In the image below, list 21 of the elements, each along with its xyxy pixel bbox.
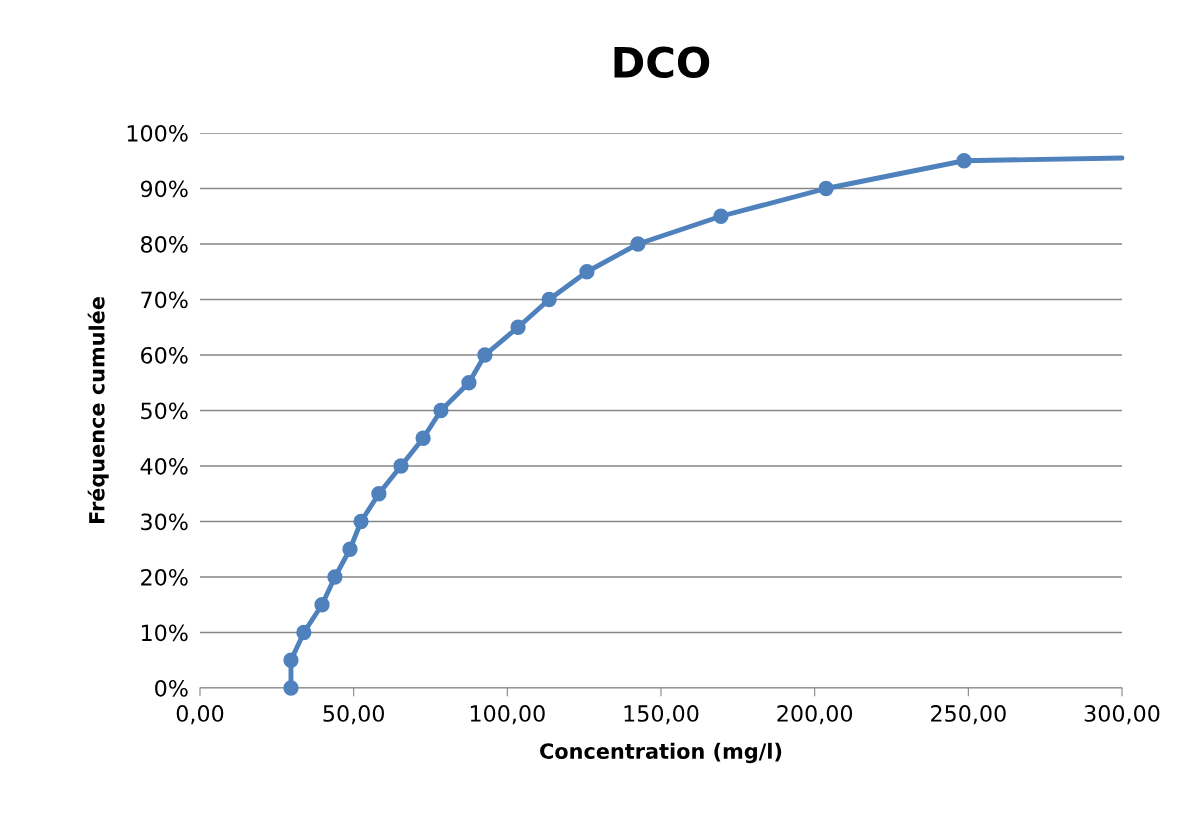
x-tick-label: 250,00 [931,705,1006,725]
x-tick-label: 150,00 [624,705,699,725]
y-tick-label: 20% [141,568,188,586]
x-tick-label: 200,00 [777,705,853,725]
y-tick-label: 30% [141,513,188,531]
y-tick-label: 100% [127,124,188,142]
x-tick-label: 50,00 [323,705,384,725]
y-tick-label: 50% [141,402,188,420]
x-tick-label: 300,00 [1084,705,1160,725]
y-axis-title: Fréquence cumulée [87,297,109,524]
y-tick-label: 80% [141,235,188,253]
x-tick-label: 0,00 [176,705,224,725]
y-tick-label: 60% [141,346,188,364]
y-tick-label: 40% [140,457,188,475]
y-tick-label: 90% [140,180,188,198]
y-tick-label: 70% [141,291,188,309]
y-tick-label: 10% [141,624,188,642]
chart-title: DCO [614,46,710,79]
y-tick-label: 0% [155,679,188,697]
x-axis-title: Concentration (mg/l) [540,742,782,764]
x-tick-label: 100,00 [470,705,545,725]
